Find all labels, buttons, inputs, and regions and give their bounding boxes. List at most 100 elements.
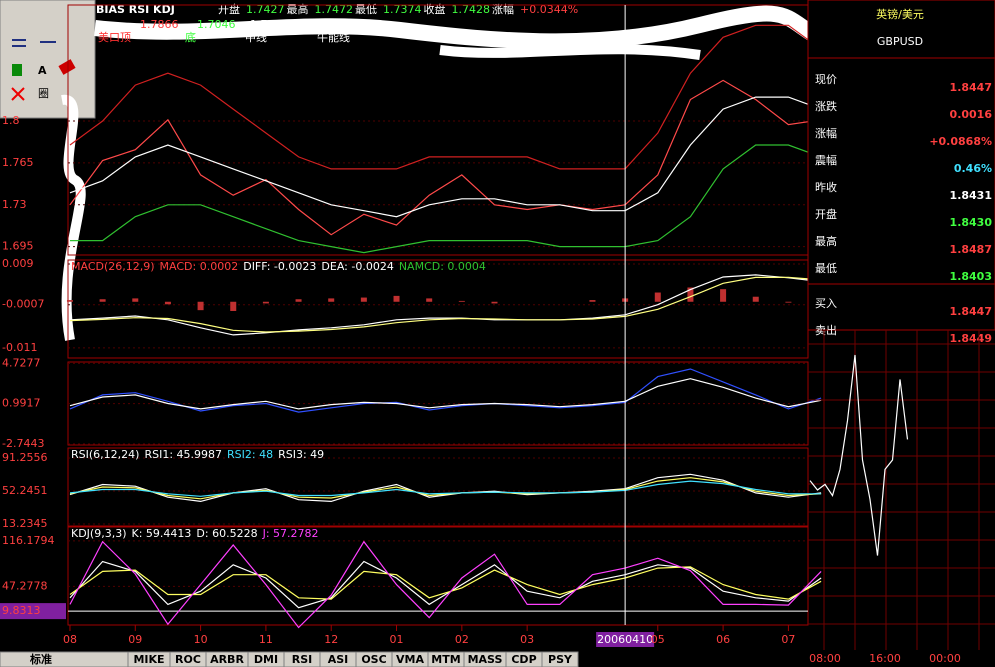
- y-tick-label: 0.009: [2, 257, 34, 270]
- y-tick-label: -0.011: [2, 341, 37, 354]
- tab-label[interactable]: RSI: [292, 653, 313, 666]
- readout: RSI1: 45.9987: [144, 448, 222, 461]
- y-tick-label: 1.8: [2, 114, 20, 127]
- readout: DEA: -0.0024: [321, 260, 393, 273]
- quote-label: 最低: [355, 3, 377, 16]
- quote-label: 最高: [287, 2, 309, 16]
- tab[interactable]: [541, 651, 579, 667]
- quote-row-label: 买入: [815, 297, 837, 310]
- redaction-scribble: [439, 44, 701, 60]
- tab[interactable]: [0, 651, 129, 667]
- histogram-bar: [491, 301, 498, 304]
- quote-row-label: 开盘: [815, 207, 837, 221]
- readout: D: 60.5228: [196, 527, 257, 540]
- histogram-bar: [752, 296, 759, 302]
- panel-title: MACD(26,12,9): [71, 260, 155, 273]
- x-tick-label: 12: [324, 633, 338, 646]
- panel-frame: [67, 526, 809, 626]
- quote-row-label: 现价: [815, 73, 837, 86]
- series-line: [69, 378, 822, 410]
- quote-value: 1.7428: [452, 3, 491, 16]
- tool-label[interactable]: 圈: [38, 87, 49, 100]
- tab-label[interactable]: DMI: [254, 653, 278, 666]
- readout: DIFF: -0.0023: [243, 260, 316, 273]
- x-tick-label: 03: [520, 633, 534, 646]
- quote-row-label: 昨收: [815, 180, 837, 194]
- indicator-name: 牛能线: [317, 30, 350, 44]
- readout: J: 57.2782: [262, 527, 319, 540]
- x-tick-label: 01: [390, 633, 404, 646]
- quote-row-value: 1.8430: [950, 216, 993, 229]
- x-tick-label: 02: [455, 633, 469, 646]
- tab-label[interactable]: ROC: [175, 653, 201, 666]
- tab-label[interactable]: ARBR: [210, 653, 244, 666]
- quote-label: 开盘: [218, 2, 240, 16]
- quote-row-label: 卖出: [815, 323, 837, 337]
- quote-value: 1.7427: [246, 3, 285, 16]
- series-line: [69, 24, 822, 170]
- readout: MACD: 0.0002: [160, 260, 239, 273]
- y-tick-label: 47.2778: [2, 579, 48, 592]
- tool-icon[interactable]: [11, 87, 25, 101]
- tab-label[interactable]: PSY: [548, 653, 573, 666]
- indicator-value: 1.7866: [140, 18, 179, 31]
- x-tick-label: 08: [63, 633, 77, 646]
- histogram-bar: [328, 298, 335, 302]
- y-tick-label: 4.7277: [2, 356, 41, 369]
- quote-row-label: 最低: [815, 262, 837, 275]
- tab-label[interactable]: CDP: [511, 653, 536, 666]
- y-tick-label: 1.695: [2, 240, 34, 253]
- readout: NAMCD: 0.0004: [399, 260, 486, 273]
- tab-label[interactable]: VMA: [396, 653, 424, 666]
- tool-icon[interactable]: [12, 64, 22, 76]
- y-tick-label: 13.2345: [2, 517, 48, 530]
- histogram-bar: [654, 292, 661, 302]
- ref-tick-box: [0, 603, 66, 620]
- x-tick-label: 10: [194, 633, 208, 646]
- series-line: [69, 480, 822, 497]
- tool-label[interactable]: A: [38, 64, 47, 77]
- panel-frame: [67, 447, 809, 527]
- series-line: [69, 276, 822, 333]
- tab-label[interactable]: MASS: [468, 653, 503, 666]
- histogram-bar: [426, 298, 433, 302]
- histogram-bar: [66, 300, 73, 302]
- histogram-bar: [720, 289, 727, 302]
- tab-label[interactable]: OSC: [361, 653, 386, 666]
- quote-row-value: 1.8403: [950, 270, 992, 283]
- series-line: [70, 144, 822, 254]
- tab-label[interactable]: 标准: [29, 652, 52, 666]
- tab-label[interactable]: ASI: [328, 653, 349, 666]
- tool-icon[interactable]: [12, 39, 56, 47]
- readout: K: 59.4413: [132, 527, 192, 540]
- tab-label[interactable]: MIKE: [133, 653, 164, 666]
- y-tick-label: 91.2556: [2, 451, 48, 464]
- quote-row-label: 震幅: [815, 154, 837, 167]
- tool-icon[interactable]: [58, 59, 76, 75]
- quote-row-value: 1.8487: [950, 243, 992, 256]
- intraday-line: [809, 354, 909, 556]
- tab-label[interactable]: MTM: [431, 653, 460, 666]
- cursor-date-box: [596, 632, 655, 647]
- x-tick-label: 06: [716, 633, 730, 646]
- redaction-scribble: [94, 5, 836, 53]
- y-tick-label: 0.9917: [2, 397, 41, 410]
- series-line: [69, 540, 822, 629]
- series-line: [69, 473, 822, 503]
- histogram-bar: [589, 300, 596, 302]
- quote-row-value: 1.8431: [950, 189, 992, 202]
- histogram-bar: [687, 287, 694, 302]
- indicator-value: 1.7046: [197, 18, 236, 31]
- quote-value: 1.7472: [315, 3, 354, 16]
- series-line: [69, 79, 822, 236]
- series-line: [69, 274, 822, 336]
- histogram-bar: [262, 301, 269, 304]
- quote-label: 收盘: [424, 2, 446, 16]
- histogram-bar: [393, 295, 400, 302]
- x-tick-label: 07: [781, 633, 795, 646]
- y-tick-label: -2.7443: [2, 437, 44, 450]
- quote-label: 涨幅: [492, 3, 514, 16]
- y-tick-label: 52.2451: [2, 484, 48, 497]
- histogram-bar: [785, 301, 792, 303]
